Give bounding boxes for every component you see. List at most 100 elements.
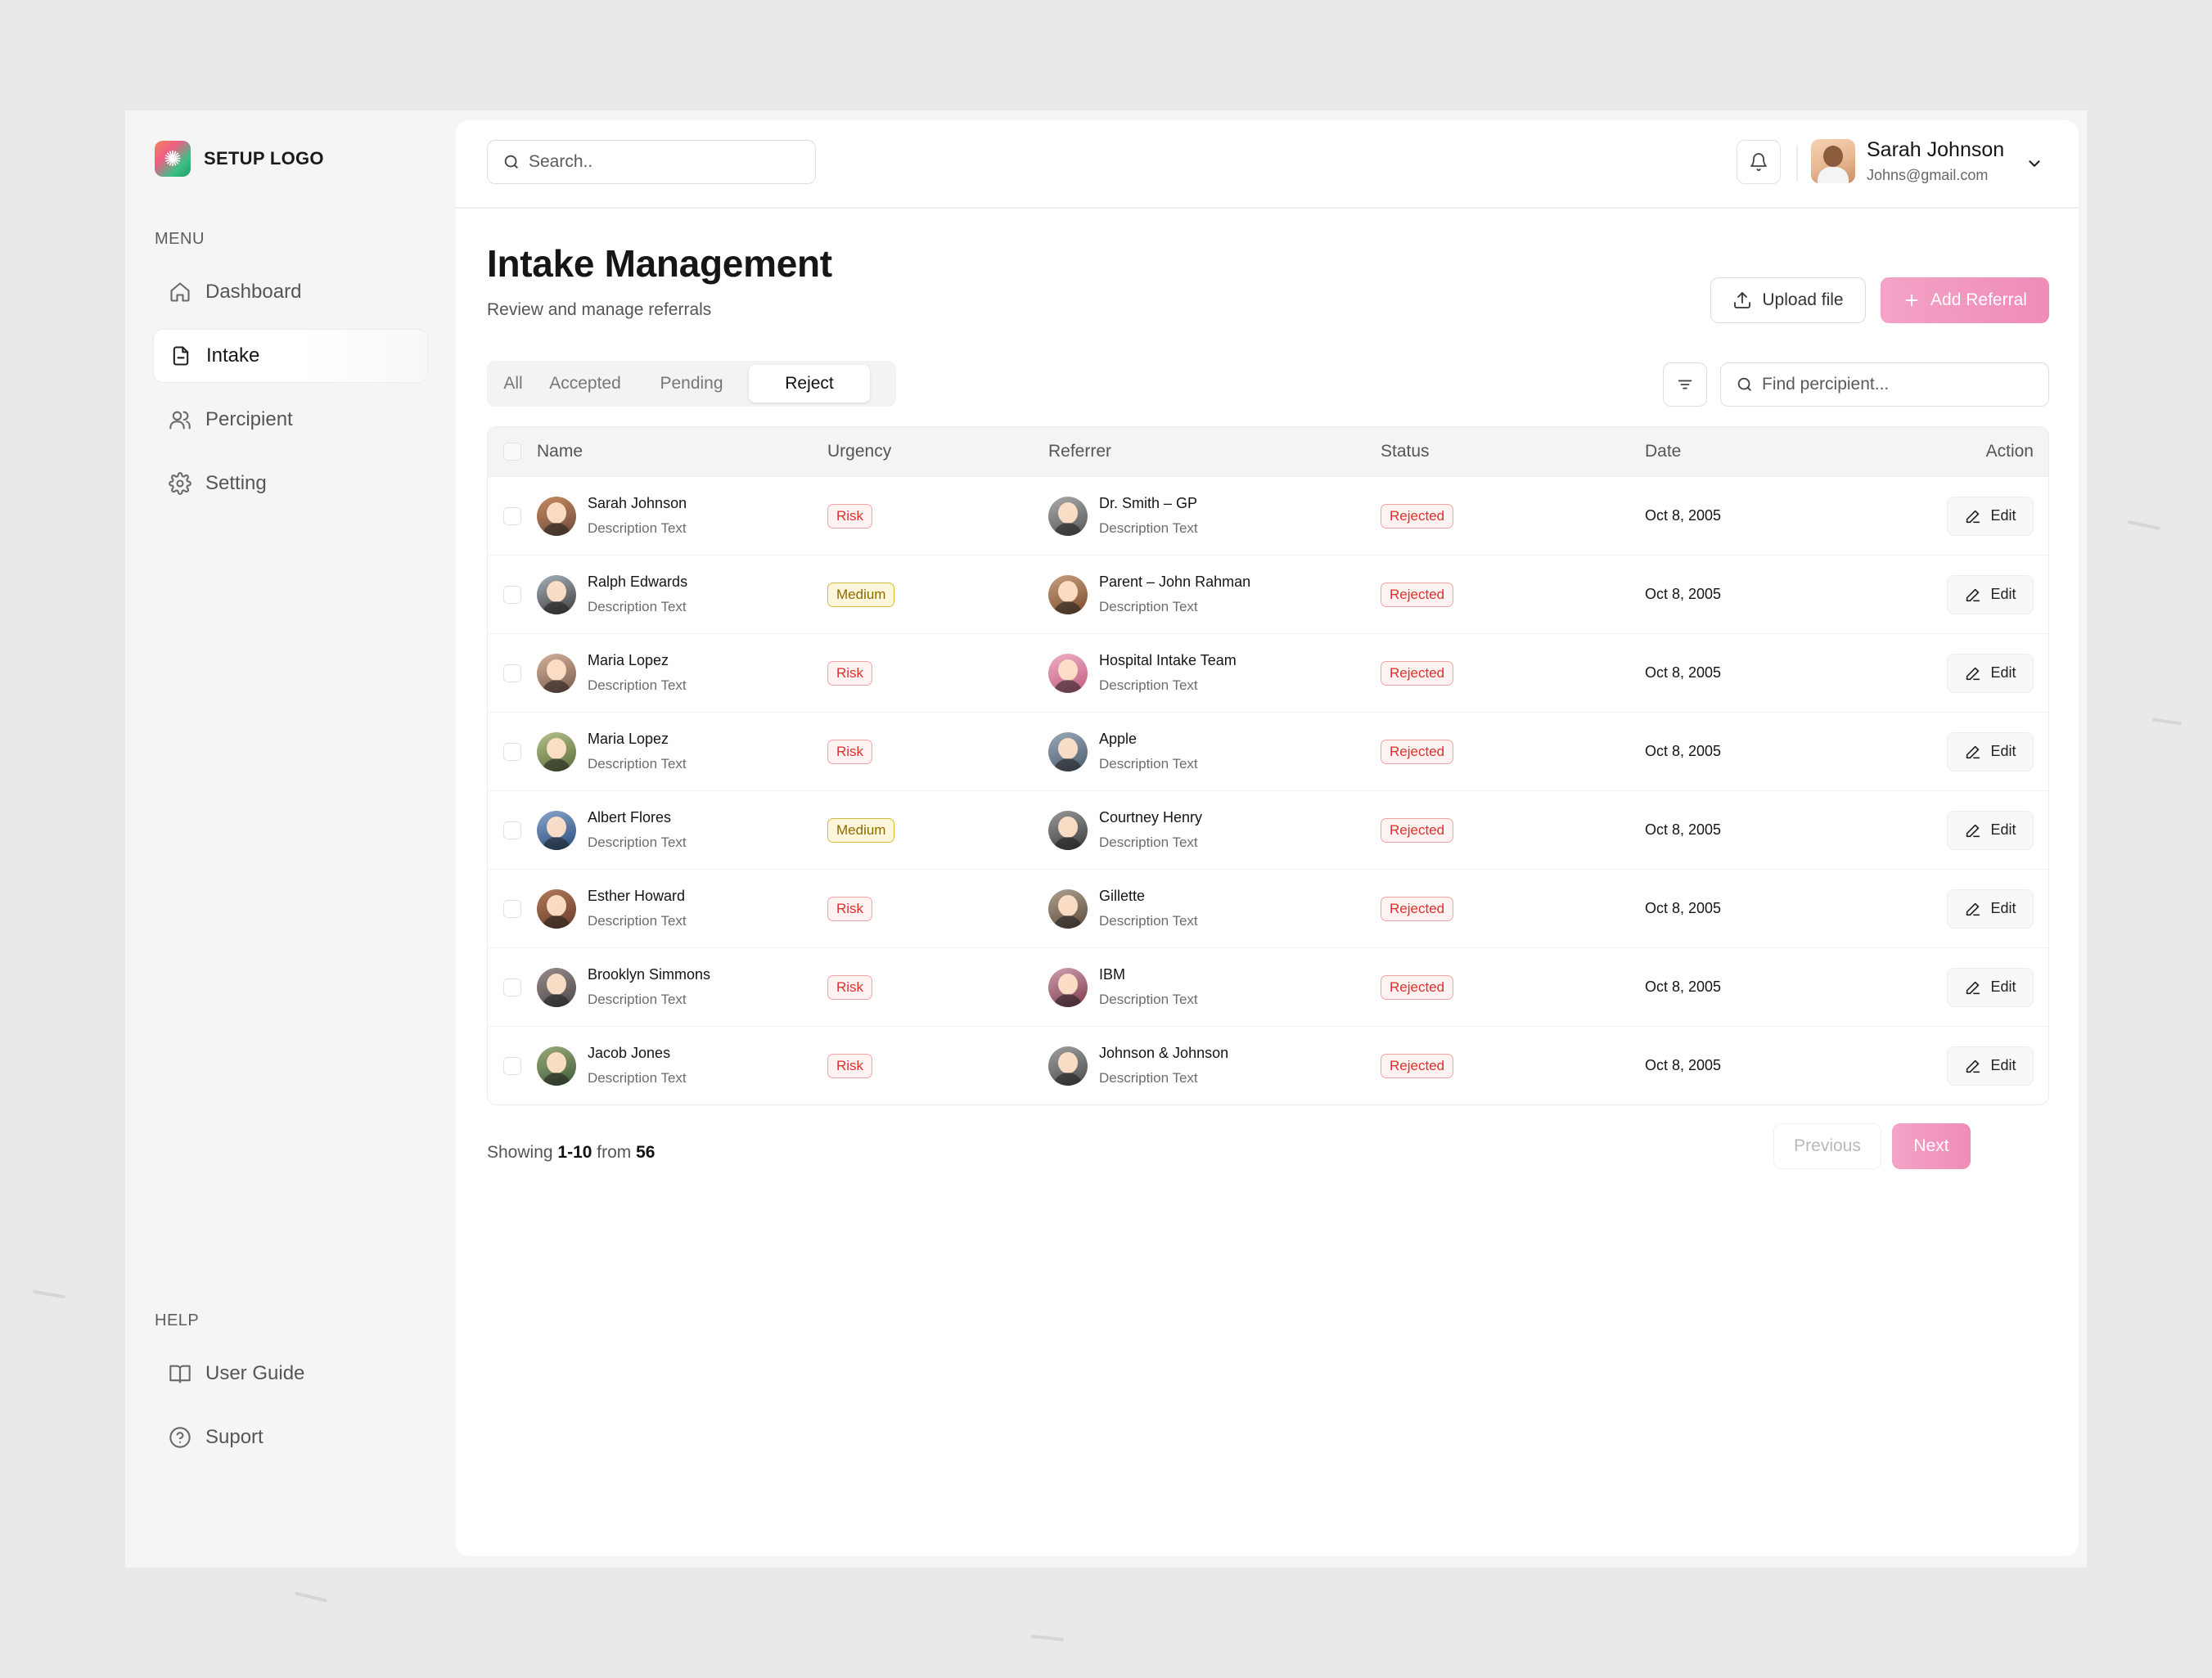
topbar: Sarah Johnson Johns@gmail.com <box>456 120 2079 209</box>
table-row[interactable]: Esther Howard Description Text Risk Gill… <box>488 869 2048 947</box>
table-row[interactable]: Jacob Jones Description Text Risk Johnso… <box>488 1026 2048 1104</box>
pencil-icon <box>1966 510 1980 523</box>
add-referral-button[interactable]: Add Referral <box>1881 277 2049 323</box>
row-checkbox[interactable] <box>503 664 521 682</box>
help-nav: User Guide Suport <box>153 1347 428 1464</box>
edit-button[interactable]: Edit <box>1947 967 2034 1007</box>
divider <box>1796 145 1798 181</box>
avatar <box>1048 967 1088 1007</box>
referrals-table: Name Urgency Referrer Status Date Action… <box>487 426 2049 1105</box>
edit-button[interactable]: Edit <box>1947 731 2034 772</box>
avatar <box>537 653 576 693</box>
status-badge: Rejected <box>1381 1053 1454 1078</box>
row-date: Oct 8, 2005 <box>1645 821 1722 838</box>
urgency-badge: Risk <box>827 896 873 921</box>
row-date: Oct 8, 2005 <box>1645 900 1722 916</box>
row-checkbox[interactable] <box>503 978 521 996</box>
logo[interactable]: ✺ SETUP LOGO <box>155 140 428 178</box>
tab-reject[interactable]: Reject <box>749 365 870 403</box>
add-referral-label: Add Referral <box>1930 290 2027 309</box>
upload-file-button[interactable]: Upload file <box>1710 277 1866 323</box>
edit-button[interactable]: Edit <box>1947 496 2034 536</box>
header-date[interactable]: Date <box>1645 442 1682 461</box>
avatar <box>537 810 576 850</box>
edit-button[interactable]: Edit <box>1947 1046 2034 1086</box>
row-date: Oct 8, 2005 <box>1645 1057 1722 1073</box>
row-checkbox[interactable] <box>503 585 521 604</box>
status-badge: Rejected <box>1381 817 1454 843</box>
row-checkbox[interactable] <box>503 742 521 761</box>
urgency-badge: Risk <box>827 739 873 764</box>
patient-description: Description Text <box>588 756 687 772</box>
tab-accepted[interactable]: Accepted <box>549 374 621 393</box>
next-button[interactable]: Next <box>1892 1123 1971 1169</box>
find-percipient-box[interactable] <box>1720 362 2049 407</box>
table-row[interactable]: Albert Flores Description Text Medium Co… <box>488 790 2048 869</box>
referrer-name: Courtney Henry <box>1099 809 1203 826</box>
previous-button[interactable]: Previous <box>1773 1123 1881 1169</box>
row-date: Oct 8, 2005 <box>1645 743 1722 759</box>
table-row[interactable]: Brooklyn Simmons Description Text Risk I… <box>488 947 2048 1026</box>
pencil-icon <box>1966 1059 1980 1073</box>
avatar <box>537 731 576 772</box>
header-action: Action <box>1985 442 2034 461</box>
document-icon <box>169 344 193 368</box>
referrer-description: Description Text <box>1099 835 1198 850</box>
header-referrer[interactable]: Referrer <box>1048 442 1112 461</box>
referrer-name: Johnson & Johnson <box>1099 1045 1229 1061</box>
row-date: Oct 8, 2005 <box>1645 586 1722 602</box>
sidebar-item-setting[interactable]: Setting <box>153 457 428 511</box>
table-row[interactable]: Ralph Edwards Description Text Medium Pa… <box>488 555 2048 633</box>
tab-pending[interactable]: Pending <box>660 374 723 393</box>
table-body: Sarah Johnson Description Text Risk Dr. … <box>488 476 2048 1104</box>
sidebar-item-dashboard[interactable]: Dashboard <box>153 265 428 319</box>
row-checkbox[interactable] <box>503 821 521 839</box>
user-menu-toggle[interactable] <box>2025 155 2043 177</box>
header-urgency[interactable]: Urgency <box>827 442 892 461</box>
find-percipient-input[interactable] <box>1762 375 2012 394</box>
patient-name: Sarah Johnson <box>588 495 687 511</box>
avatar <box>537 888 576 929</box>
sidebar-item-label: Suport <box>205 1426 264 1448</box>
patient-description: Description Text <box>588 835 687 850</box>
table-row[interactable]: Maria Lopez Description Text Risk Apple … <box>488 712 2048 790</box>
sidebar-item-percipient[interactable]: Percipient <box>153 393 428 447</box>
upload-file-label: Upload file <box>1762 290 1844 309</box>
edit-button[interactable]: Edit <box>1947 653 2034 693</box>
edit-button[interactable]: Edit <box>1947 574 2034 614</box>
select-all-checkbox[interactable] <box>503 443 521 461</box>
table-row[interactable]: Maria Lopez Description Text Risk Hospit… <box>488 633 2048 712</box>
pencil-icon <box>1966 588 1980 601</box>
pencil-icon <box>1966 981 1980 994</box>
edit-button[interactable]: Edit <box>1947 810 2034 850</box>
search-icon <box>1737 377 1751 391</box>
search-input[interactable] <box>529 152 779 172</box>
row-checkbox[interactable] <box>503 899 521 918</box>
patient-name: Esther Howard <box>588 888 686 904</box>
avatar <box>1048 1046 1088 1086</box>
referrer-name: Apple <box>1099 731 1138 747</box>
showing-range: 1-10 <box>557 1143 592 1162</box>
row-checkbox[interactable] <box>503 1056 521 1075</box>
patient-name: Maria Lopez <box>588 731 669 747</box>
avatar <box>1048 731 1088 772</box>
sidebar-item-user-guide[interactable]: User Guide <box>153 1347 428 1401</box>
search-box[interactable] <box>487 140 816 184</box>
status-badge: Rejected <box>1381 896 1454 921</box>
table-row[interactable]: Sarah Johnson Description Text Risk Dr. … <box>488 476 2048 555</box>
sidebar-item-intake[interactable]: Intake <box>153 329 428 383</box>
notification-button[interactable] <box>1737 140 1781 184</box>
patient-name: Maria Lopez <box>588 652 669 668</box>
urgency-badge: Risk <box>827 503 873 529</box>
tab-all[interactable]: All <box>503 374 523 393</box>
filter-button[interactable] <box>1663 362 1707 407</box>
user-profile[interactable]: Sarah Johnson Johns@gmail.com <box>1811 138 2004 184</box>
referrer-description: Description Text <box>1099 1070 1198 1086</box>
header-status[interactable]: Status <box>1381 442 1430 461</box>
row-checkbox[interactable] <box>503 506 521 525</box>
header-name[interactable]: Name <box>537 442 583 461</box>
search-icon <box>504 155 518 169</box>
row-date: Oct 8, 2005 <box>1645 507 1722 524</box>
edit-button[interactable]: Edit <box>1947 888 2034 929</box>
sidebar-item-support[interactable]: Suport <box>153 1410 428 1464</box>
